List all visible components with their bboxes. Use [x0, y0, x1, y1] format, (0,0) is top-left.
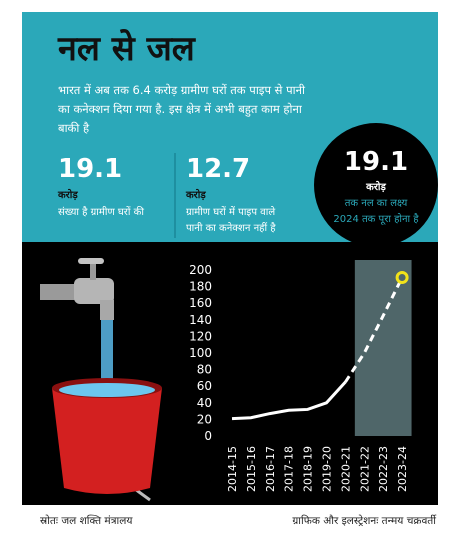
subtitle-line: भारत में अब तक 6.4 करोड़ ग्रामीण घरों तक…	[58, 83, 306, 97]
stat-text: पानी का कनेक्शन नहीं है	[186, 222, 276, 234]
x-tick-label: 2016-17	[264, 446, 277, 492]
y-tick-label: 60	[197, 379, 212, 393]
end-point	[395, 270, 409, 284]
subtitle: भारत में अब तक 6.4 करोड़ ग्रामीण घरों तक…	[58, 83, 306, 135]
x-tick-label: 2015-16	[245, 446, 258, 492]
y-tick-label: 140	[189, 313, 212, 327]
target-number: 19.1	[344, 147, 408, 177]
source: स्रोतः जल शक्ति मंत्रालय	[40, 514, 133, 527]
line	[231, 381, 347, 421]
bucket	[52, 378, 162, 502]
target-unit: करोड़	[365, 180, 386, 193]
y-tick-label: 100	[189, 346, 212, 360]
y-tick-label: 160	[189, 296, 212, 310]
target: 19.1 करोड़ तक नल का लक्ष्य 2024 तक पूरा होन…	[333, 147, 419, 225]
subtitle-line: का कनेक्शन दिया गया है. इस क्षेत्र में अ…	[58, 102, 303, 117]
tap	[40, 258, 114, 320]
x-tick-label: 2023-24	[396, 446, 409, 492]
line	[344, 276, 404, 383]
x-tick-label: 2014-15	[226, 446, 239, 492]
x-tick-label: 2021-22	[358, 446, 371, 492]
y-tick-label: 200	[189, 263, 212, 277]
y-tick-label: 40	[197, 396, 212, 410]
pointer	[366, 245, 386, 258]
stat-text: ग्रामीण घरों में पाइप वाले	[186, 206, 275, 218]
x-tick-label: 2019-20	[321, 446, 334, 492]
y-tick-label: 0	[204, 429, 212, 443]
chart: 0 20 40 60 80 100 120 140 160 180 200 2014-15 2015-1…	[189, 263, 409, 492]
stats: 19.1 करोड़ संख्या है ग्रामीण घरों की 12.7 कर…	[57, 154, 276, 234]
x-tick-label: 2020-21	[339, 446, 352, 492]
target-circle	[314, 123, 438, 247]
title: नल से जल	[57, 28, 197, 69]
stat-number: 12.7	[186, 154, 250, 184]
credit: ग्राफिक और इलस्ट्रेशनः तन्मय चक्रवर्ती	[292, 514, 437, 527]
subtitle-line: बाकी है	[58, 121, 90, 135]
stat-unit: करोड़	[185, 188, 206, 201]
projection-band	[354, 260, 412, 436]
stat-number: 19.1	[58, 154, 122, 184]
y-tick-label: 80	[197, 363, 212, 377]
water	[101, 320, 113, 390]
y-tick-label: 20	[197, 412, 212, 426]
y-tick-label: 120	[189, 329, 212, 343]
stat-text: संख्या है ग्रामीण घरों की	[58, 206, 144, 218]
target-text: 2024 तक पूरा होना है	[333, 213, 419, 225]
stat-unit: करोड़	[57, 188, 78, 201]
target-text: तक नल का लक्ष्य	[345, 198, 408, 209]
x-tick-label: 2017-18	[283, 446, 296, 492]
y-tick-label: 180	[189, 280, 212, 294]
x-tick-label: 2022-23	[377, 446, 390, 492]
x-tick-label: 2018-19	[302, 446, 315, 492]
